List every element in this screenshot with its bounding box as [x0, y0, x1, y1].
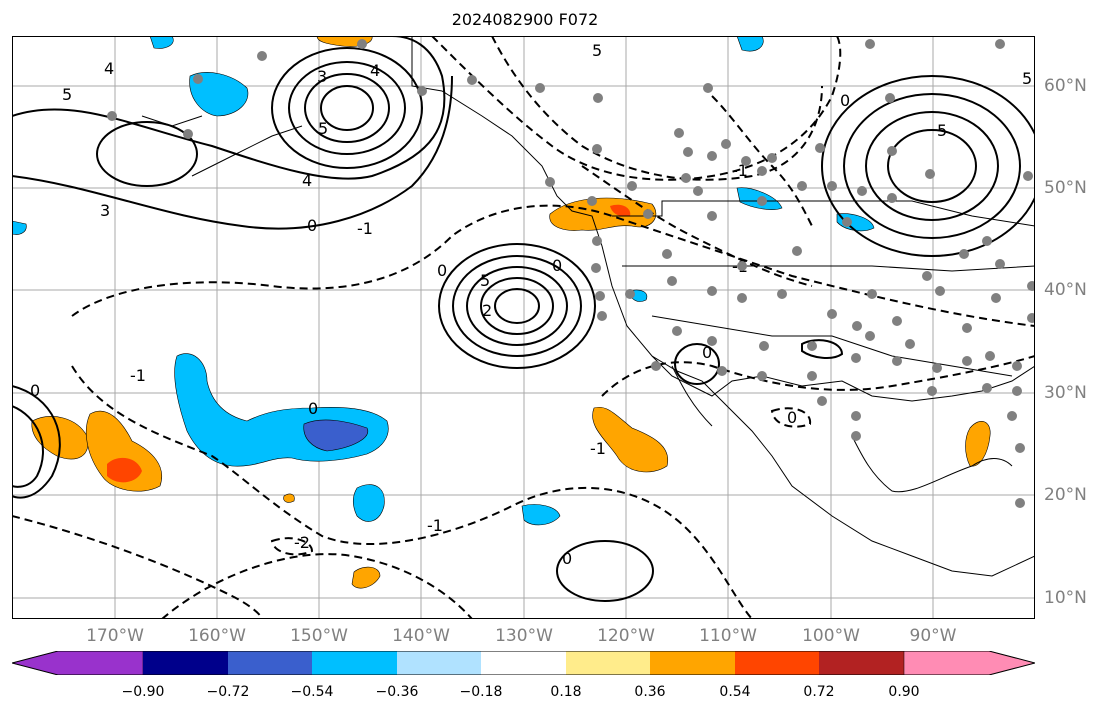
colorbar-segment [228, 651, 312, 675]
contour-label: 0 [552, 256, 562, 275]
colorbar-tick: −0.36 [375, 684, 419, 700]
contour-label: -2 [294, 533, 310, 552]
contour-label: -1 [732, 161, 748, 180]
lat-label: 50°N [1044, 178, 1087, 198]
contour-label-group: 4 5 3 4 5 4 3 0 -1 0 5 2 0 -1 0 0 -1 -2 … [30, 41, 1032, 568]
lon-label: 110°W [699, 626, 757, 646]
contour-label: 0 [702, 343, 712, 362]
colorbar-tick: −0.90 [121, 684, 165, 700]
purple-patch-central [303, 419, 369, 452]
lon-label: 120°W [597, 626, 655, 646]
orange-patch-small1 [351, 566, 381, 589]
colorbar [12, 651, 1035, 675]
contour-label: -1 [130, 366, 146, 385]
lat-label: 60°N [1044, 76, 1087, 96]
contour-label: 0 [840, 91, 850, 110]
red-patch-pnw [610, 204, 631, 217]
contour-label: 0 [562, 549, 572, 568]
contour-label: 4 [302, 171, 312, 190]
contour-label: 3 [100, 201, 110, 220]
lon-label: 160°W [188, 626, 246, 646]
contour-label: 0 [30, 381, 40, 400]
contour-label: 4 [370, 61, 380, 80]
blue-patch-south1 [352, 484, 385, 522]
colorbar-segment [650, 651, 735, 675]
contour-label: 5 [480, 271, 490, 290]
map-title: 2024082900 F072 [451, 10, 599, 29]
colorbar-segment [819, 651, 904, 675]
map-frame [12, 36, 1035, 619]
colorbar-segment [735, 651, 819, 675]
colorbar-tick: −0.72 [206, 684, 250, 700]
lat-label: 10°N [1044, 588, 1087, 608]
colorbar-tick: −0.54 [290, 684, 334, 700]
colorbar-tick: 0.18 [550, 684, 582, 700]
red-patch-west [107, 457, 142, 483]
lon-label: 170°W [86, 626, 144, 646]
contour-label: 4 [104, 59, 114, 78]
colorbar-segment [12, 651, 144, 675]
colorbar-tick: 0.90 [888, 684, 920, 700]
coastlines [141, 36, 1035, 577]
contour-label: 3 [317, 67, 327, 86]
colorbar-segment [566, 651, 650, 675]
colorbar-tick: 0.72 [803, 684, 835, 700]
contour-label: -1 [427, 516, 443, 535]
lat-label: 20°N [1044, 485, 1087, 505]
contour-label: 0 [308, 399, 318, 418]
orange-patch-small2 [283, 493, 295, 503]
colorbar-segment [481, 651, 566, 675]
contour-label: -1 [590, 439, 606, 458]
blue-patch-alaska [189, 72, 249, 117]
colorbar-tick: −0.18 [459, 684, 503, 700]
lat-label: 30°N [1044, 383, 1087, 403]
contour-label: 0 [307, 216, 317, 235]
contour-label: 5 [318, 119, 328, 138]
orange-patch-west2 [85, 410, 162, 492]
contour-label: 0 [437, 261, 447, 280]
orange-patch-gulf [965, 421, 991, 467]
contour-label: 5 [1022, 69, 1032, 88]
colorbar-tick: 0.54 [719, 684, 751, 700]
lat-label: 40°N [1044, 280, 1087, 300]
colorbar-segment [397, 651, 481, 675]
colorbar-tick: 0.36 [634, 684, 666, 700]
lon-label: 140°W [392, 626, 450, 646]
blue-patch-south2 [521, 504, 561, 526]
colorbar-segment [143, 651, 228, 675]
contour-label: 5 [62, 85, 72, 104]
lon-label: 150°W [290, 626, 348, 646]
solid-contours [12, 36, 1035, 602]
lon-label: 100°W [802, 626, 860, 646]
map-panel: 4 5 3 4 5 4 3 0 -1 0 5 2 0 -1 0 0 -1 -2 … [12, 36, 1035, 619]
lon-label: 90°W [909, 626, 957, 646]
contour-label: 2 [482, 301, 492, 320]
contour-label: 5 [937, 121, 947, 140]
station-dots [107, 39, 1035, 508]
orange-patch-baja [592, 406, 669, 473]
lon-label: 130°W [495, 626, 553, 646]
colorbar-segment [903, 651, 1035, 675]
contour-label: 0 [787, 408, 797, 427]
contour-label: 5 [592, 41, 602, 60]
contour-label: -1 [357, 219, 373, 238]
colorbar-segment [312, 651, 397, 675]
